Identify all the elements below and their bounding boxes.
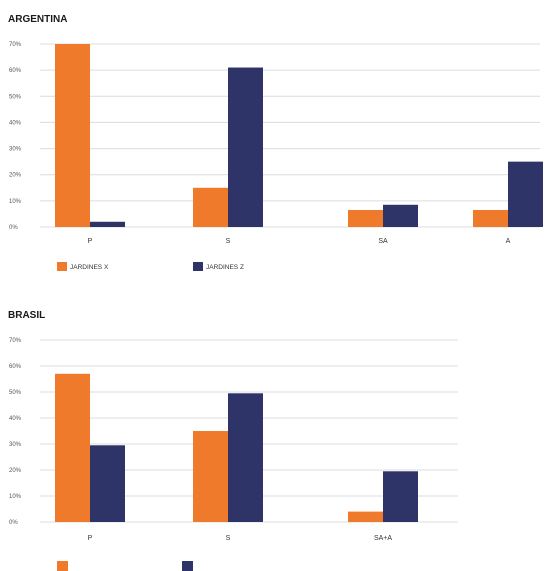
y-tick-label: 20% bbox=[9, 468, 22, 474]
chart-argentina: ARGENTINA 0%10%20%30%40%50%60%70% P S SA A … bbox=[8, 14, 543, 271]
bar-series-2-p bbox=[90, 445, 125, 522]
bar-series-1-s bbox=[193, 431, 228, 522]
y-tick-label: 60% bbox=[9, 364, 22, 370]
y-axis-tick-labels: 0% 10% 20% 30% 40% 50% 60% 70% bbox=[9, 338, 22, 526]
x-axis-category-labels: P S SA+A bbox=[88, 535, 393, 542]
x-category-label: S bbox=[226, 535, 231, 542]
y-tick-label: 30% bbox=[9, 147, 22, 153]
legend-label-jardines-x: JARDINES X bbox=[70, 264, 109, 271]
y-tick-label: 20% bbox=[9, 173, 22, 179]
bar-series-1-p bbox=[55, 373, 90, 522]
y-tick-label: 0% bbox=[9, 225, 18, 231]
bar-series-2-s bbox=[228, 393, 263, 522]
legend-swatch-series-1 bbox=[57, 561, 68, 571]
y-tick-label: 40% bbox=[9, 120, 22, 126]
chart-brasil: BRASIL 0% 10% 20% 30% 40% 50% 60% 70% P S SA+A bbox=[8, 310, 458, 571]
x-category-label: S bbox=[226, 238, 231, 245]
y-tick-label: 70% bbox=[9, 42, 22, 48]
x-category-label: SA+A bbox=[374, 535, 392, 542]
bar-jardines-x-a bbox=[473, 210, 508, 227]
bar-jardines-z-p bbox=[90, 221, 125, 227]
y-tick-label: 50% bbox=[9, 390, 22, 396]
bar-jardines-z-s bbox=[228, 67, 263, 228]
y-tick-label: 70% bbox=[9, 338, 22, 344]
y-tick-label: 40% bbox=[9, 416, 22, 422]
x-axis-category-labels: P S SA A bbox=[88, 238, 511, 245]
legend-swatch-jardines-x bbox=[57, 262, 67, 271]
x-category-label: P bbox=[88, 535, 93, 542]
chart-title-argentina: ARGENTINA bbox=[8, 14, 67, 25]
bar-jardines-z-sa bbox=[383, 204, 418, 227]
legend: JARDINES X JARDINES Z bbox=[57, 262, 244, 271]
bar-jardines-z-a bbox=[508, 161, 543, 227]
y-tick-label: 50% bbox=[9, 94, 22, 100]
chart-title-brasil: BRASIL bbox=[8, 310, 45, 321]
bar-series-1-saa bbox=[348, 511, 383, 522]
gridlines bbox=[40, 43, 540, 228]
y-tick-label: 10% bbox=[9, 199, 22, 205]
x-category-label: P bbox=[88, 238, 93, 245]
legend-swatch-jardines-z bbox=[193, 262, 203, 271]
x-category-label: A bbox=[506, 238, 511, 245]
y-tick-label: 60% bbox=[9, 68, 22, 74]
y-axis-tick-labels: 0% 10% 20% 30% 40% 50% 60% 70% bbox=[9, 42, 22, 231]
bar-jardines-x-s bbox=[193, 187, 228, 227]
x-category-label: SA bbox=[378, 238, 388, 245]
y-tick-label: 0% bbox=[9, 520, 18, 526]
y-tick-label: 30% bbox=[9, 442, 22, 448]
legend-swatch-series-2 bbox=[182, 561, 193, 571]
bars bbox=[55, 44, 543, 228]
bar-jardines-x-sa bbox=[348, 210, 383, 227]
legend bbox=[57, 561, 193, 571]
legend-label-jardines-z: JARDINES Z bbox=[206, 264, 244, 271]
bar-series-2-saa bbox=[383, 471, 418, 522]
bar-jardines-x-p bbox=[55, 44, 90, 227]
y-tick-label: 10% bbox=[9, 494, 22, 500]
bars bbox=[55, 373, 418, 522]
